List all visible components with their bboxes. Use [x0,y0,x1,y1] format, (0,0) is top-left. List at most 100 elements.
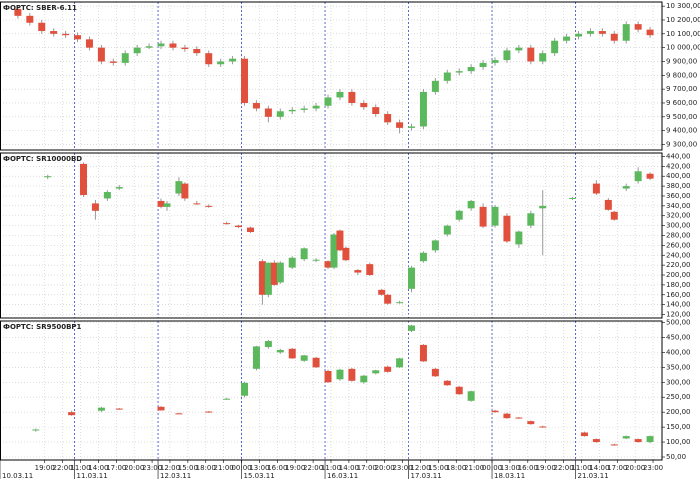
candle-body [276,111,284,117]
candle-body [324,97,332,106]
candle-body [193,203,201,205]
candle-body [175,413,183,415]
y-tick-label: 300,00 [666,222,691,230]
candle-body [348,91,356,103]
candle-body [109,61,117,63]
candle-body [419,252,427,262]
candle-body [455,71,463,73]
candle-body [408,267,416,289]
candle-body [258,261,266,295]
candle-body [157,200,165,207]
candle-body [85,39,93,48]
x-tick-label: 19:00 [35,464,55,472]
candle-body [646,173,654,179]
candle-body [396,358,404,368]
candle-body [372,370,380,374]
x-tick-label: 12:00 [410,464,430,472]
candle-body [527,47,535,62]
x-tick-label: 16:00 [518,464,538,472]
x-tick-label: 20:00 [375,464,395,472]
x-tick-label: 23:00 [142,464,162,472]
panel-title: ФОРТС: SR10000BD [3,155,82,163]
candle-body [91,203,99,211]
candle-body [145,46,153,48]
x-tick-label: 21:00 [214,464,234,472]
candle-body [479,206,487,227]
candle-body [622,186,630,189]
candle-body [348,368,356,381]
candle-body [503,215,511,242]
candle-body [610,444,618,446]
candle-body [360,375,368,383]
candle-body [68,412,76,416]
candle-body [38,22,46,32]
candle-body [288,348,296,359]
candle-body [193,49,201,54]
x-tick-label: 14:00 [589,464,609,472]
x-tick-label: 13:00 [249,464,269,472]
candle-body [312,105,320,109]
candle-body [431,368,439,377]
candle-body [384,366,392,372]
candle-body [276,349,284,353]
x-tick-label: 11:00 [571,464,591,472]
candle-body [431,240,439,251]
candle-body [330,234,338,268]
candle-body [44,176,52,178]
candle-body [264,262,272,295]
y-tick-label: 10 000,00 [666,44,700,52]
candle-body [324,261,332,268]
x-tick-label: 18:00 [446,464,466,472]
y-tick-label: 420,00 [666,162,691,170]
candle-body [115,187,123,189]
candle-body [491,60,499,63]
candle-body [79,163,87,195]
x-tick-label: 21:00 [464,464,484,472]
candle-body [527,421,535,425]
candle-body [467,391,475,401]
candle-body [455,210,463,220]
y-tick-label: 450,00 [666,333,691,341]
x-tick-label: 14:00 [339,464,359,472]
candle-body [396,122,404,128]
y-tick-label: 160,00 [666,291,691,299]
candle-body [634,24,642,30]
candle-body [443,225,451,235]
candle-body [121,53,129,63]
candle-body [580,432,588,437]
panel-frame [0,1,663,151]
y-tick-label: 300,00 [666,378,691,386]
x-tick-label: 19:00 [285,464,305,472]
x-tick-label: 16:00 [267,464,287,472]
candle-body [467,200,475,209]
candle-body [181,183,189,199]
candle-body [569,197,577,199]
candle-body [97,407,105,411]
candle-body [324,370,332,383]
x-tick-label: 12:00 [160,464,180,472]
x-tick-label: 20:00 [625,464,645,472]
x-tick-label: 17:00 [607,464,627,472]
candle-body [443,380,451,386]
date-tick-label: 18.03.11 [494,472,525,480]
candle-body [575,33,583,37]
candle-body [252,102,260,109]
candle-body [157,43,165,47]
y-tick-label: 9 300,00 [666,140,697,148]
candle-body [50,31,58,34]
candle-body [241,382,249,396]
candle-body [223,398,231,400]
x-tick-label: 20:00 [124,464,144,472]
date-tick-label: 21.03.11 [578,472,609,480]
candle-body [115,408,123,410]
candle-body [300,355,308,361]
candle-body [610,33,618,41]
candle-body [384,294,392,304]
candle-body [646,436,654,443]
candle-body [551,40,559,54]
candle-body [229,58,237,62]
y-tick-label: 9 500,00 [666,113,697,121]
x-tick-label: 17:00 [357,464,377,472]
y-tick-label: 250,00 [666,393,691,401]
y-tick-label: 9 700,00 [666,85,697,93]
